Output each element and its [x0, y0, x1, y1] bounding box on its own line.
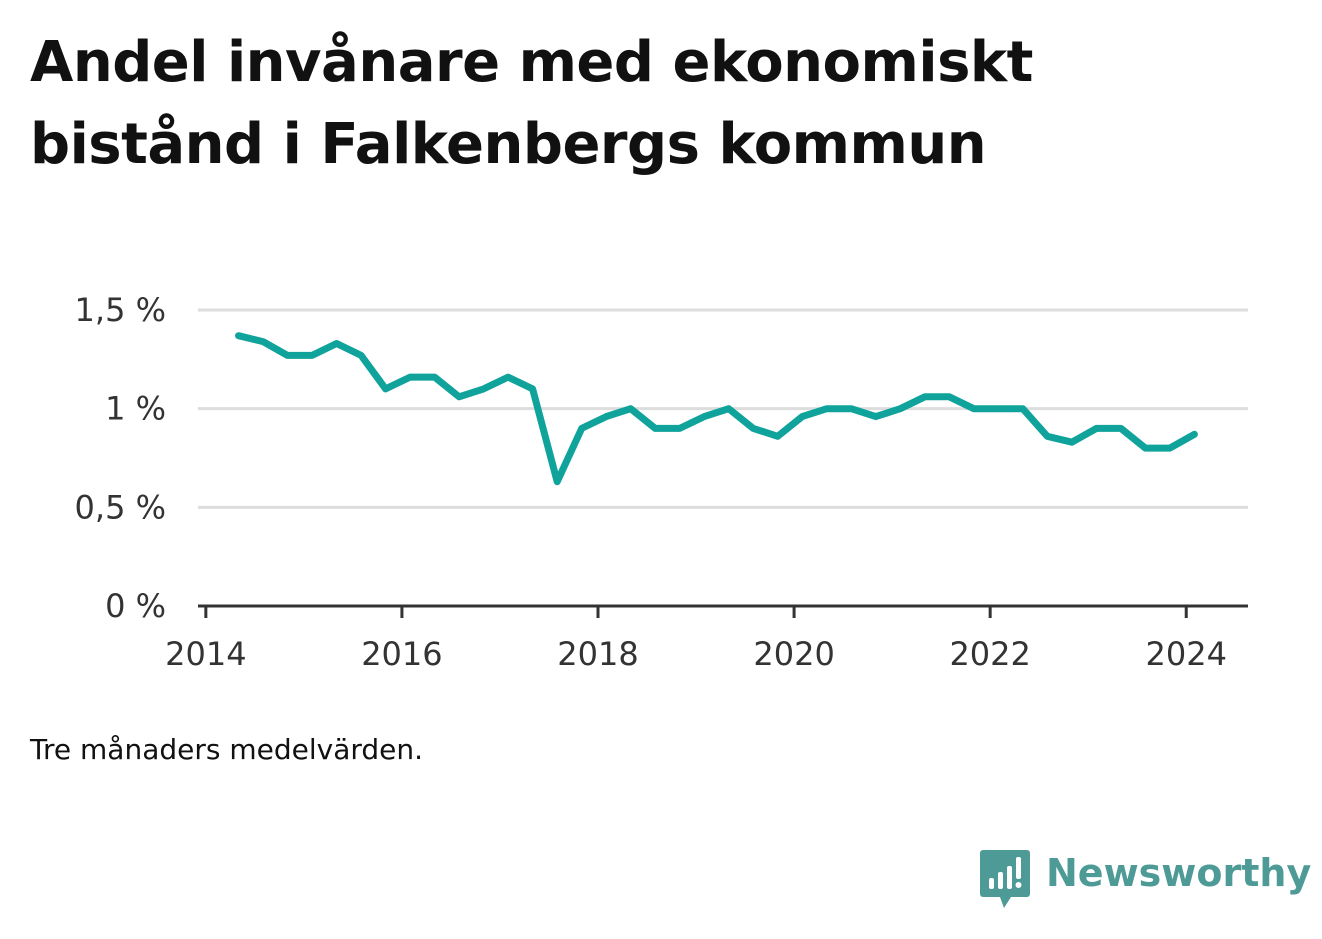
- x-tick-label: 2024: [1146, 635, 1227, 673]
- x-tick-label: 2014: [165, 635, 246, 673]
- brand-logo: Newsworthy: [980, 848, 1311, 910]
- brand-name: Newsworthy: [1046, 851, 1312, 895]
- data-series: [235, 332, 1198, 486]
- chart-title-line-1: Andel invånare med ekonomiskt: [30, 30, 1033, 95]
- line-chart: 0 % 0,5 % 1 % 1,5 % 2014 2016 2018 2020 2022 202…: [75, 291, 1248, 673]
- x-axis: [198, 604, 1248, 618]
- x-tick-label: 2020: [753, 635, 834, 673]
- x-tick-label: 2016: [361, 635, 442, 673]
- newsworthy-logo-icon: [980, 850, 1030, 908]
- x-axis-tick-labels: 2014 2016 2018 2020 2022 2024: [165, 635, 1227, 673]
- series-line: [235, 332, 1198, 486]
- y-axis-tick-labels: 0 % 0,5 % 1 % 1,5 %: [75, 291, 166, 625]
- y-tick-label: 1 %: [105, 390, 166, 428]
- y-tick-label: 1,5 %: [75, 291, 166, 329]
- chart-note: Tre månaders medelvärden.: [30, 733, 424, 766]
- y-tick-label: 0 %: [105, 587, 166, 625]
- chart-title-line-2: bistånd i Falkenbergs kommun: [30, 112, 987, 177]
- chart-title: Andel invånare med ekonomiskt bistånd i …: [30, 22, 1230, 186]
- y-tick-label: 0,5 %: [75, 488, 166, 526]
- x-tick-label: 2022: [949, 635, 1030, 673]
- x-tick-label: 2018: [557, 635, 638, 673]
